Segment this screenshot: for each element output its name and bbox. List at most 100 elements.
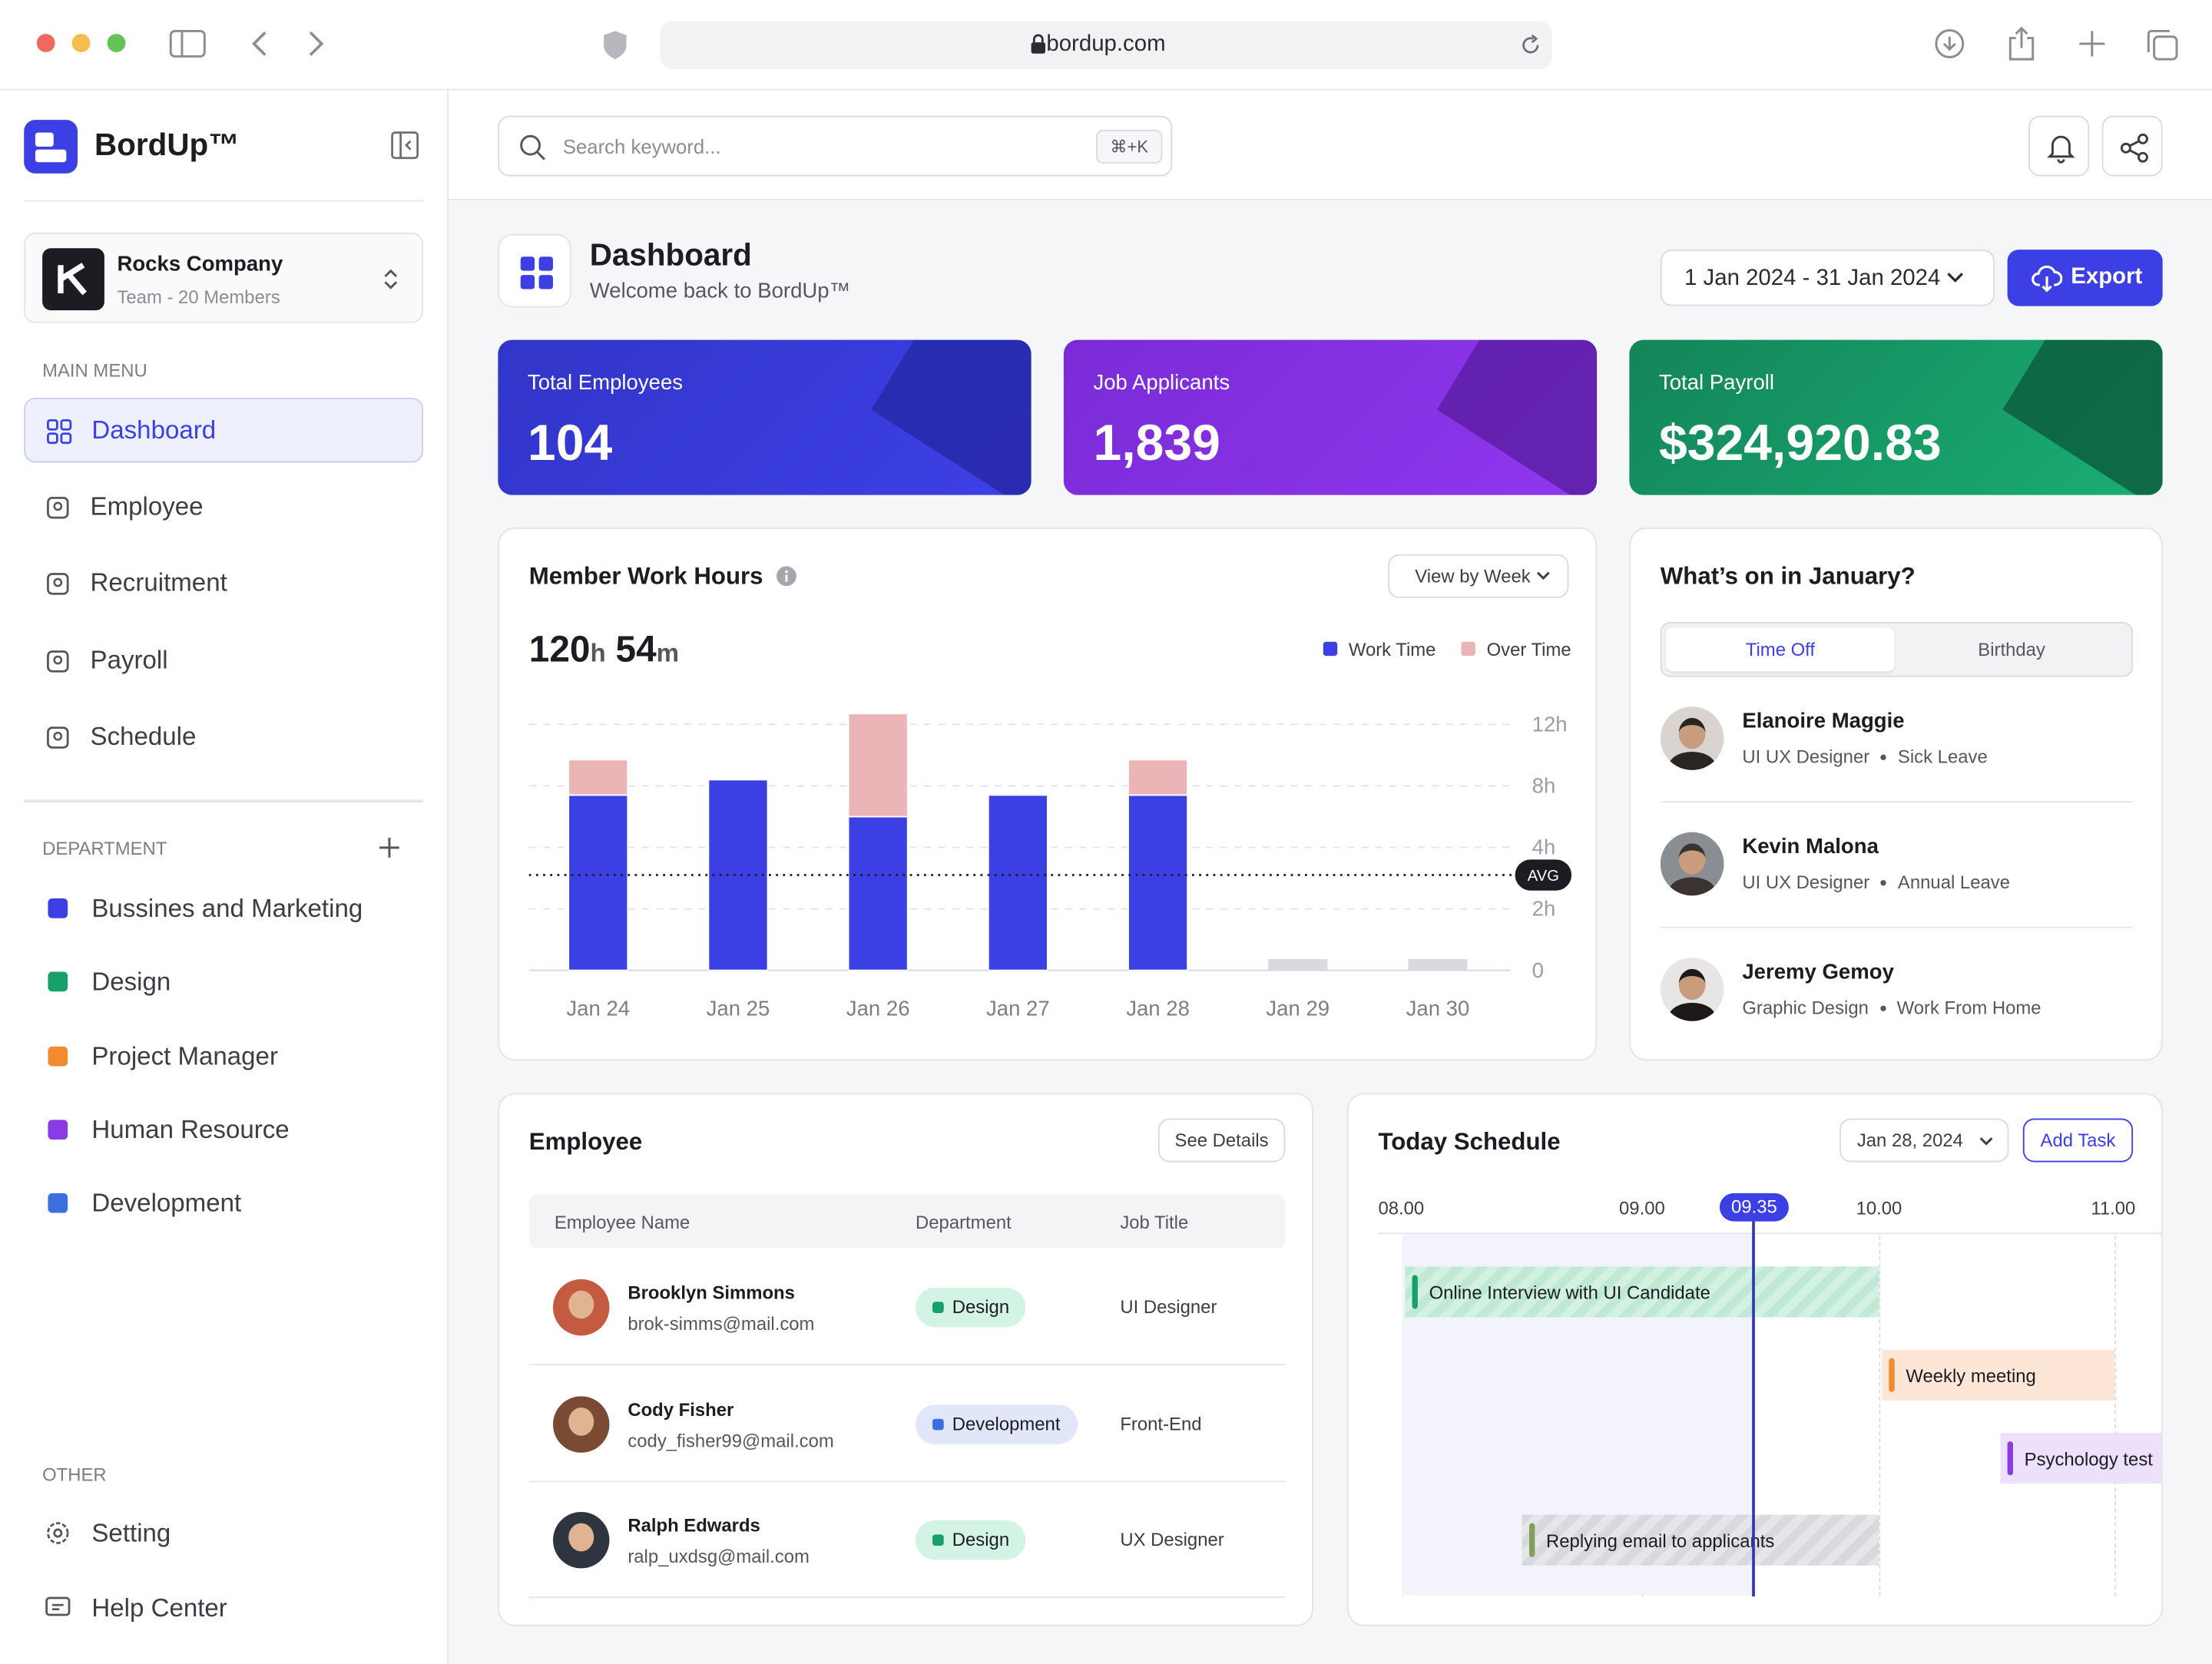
share-button[interactable] [2101,115,2163,177]
employee-name: Brooklyn Simmons [628,1282,795,1304]
tag-dot [932,1302,944,1313]
separator-dot [1879,1004,1886,1011]
column-header: Job Title [1120,1211,1189,1233]
shortcut-badge: ⌘+K [1096,129,1163,164]
menu-item[interactable]: Dashboard [24,397,424,463]
add-department-button[interactable] [378,836,400,858]
view-selector[interactable]: View by Week [1388,554,1569,598]
bar [568,759,629,796]
schedule-event[interactable]: Weekly meeting [1882,1349,2115,1401]
department-item[interactable]: Human Resource [24,1101,423,1157]
date-range-picker[interactable]: 1 Jan 2024 - 31 Jan 2024 [1660,250,1995,306]
bell-icon [2047,135,2075,164]
department-item[interactable]: Development [24,1175,423,1231]
stat-label: Job Applicants [1093,371,1230,395]
export-button[interactable]: Export [2007,250,2163,306]
person-name: Elanoire Maggie [1742,709,1905,734]
add-task-button[interactable]: Add Task [2022,1118,2134,1163]
share-icon [2120,133,2148,163]
time-label: 10.00 [1856,1197,1902,1219]
icon-square [520,275,535,289]
table-row: Ralph Edwards ralp_uxdsg@mail.com Design UX… [528,1483,1286,1599]
avatar-head [568,1407,594,1436]
menu-item[interactable]: Help Center [24,1580,423,1636]
window-control[interactable] [71,34,91,52]
browser-bar: bordup.com [0,0,2212,91]
stat-value: $324,920.83 [1658,413,1942,471]
department-color [48,1193,68,1213]
x-tick-label: Jan 27 [986,996,1050,1020]
avatar [1660,832,1724,896]
average-label: AVG [1528,868,1559,885]
average-pill [1515,859,1572,891]
search-placeholder: Search keyword... [562,135,721,158]
company-logo-mark [58,263,88,296]
x-tick-label: Jan 25 [707,996,770,1020]
search-box[interactable]: Search keyword... ⌘+K [498,115,1173,177]
schedule-event[interactable]: Online Interview with UI Candidate [1405,1266,1879,1318]
bar [707,779,769,971]
empty-bar [1268,958,1328,971]
tab[interactable]: Birthday [1897,627,2126,671]
tag-dot [932,1418,944,1430]
window-control[interactable] [36,34,55,52]
section-label: OTHER [42,1464,107,1486]
menu-icon [45,1596,71,1616]
divider [1660,801,2134,803]
notification-button[interactable] [2028,115,2090,177]
person-name: Jeremy Gemoy [1742,960,1894,985]
stat-card: Job Applicants 1,839 [1063,339,1598,495]
department-color [48,898,68,918]
menu-icon [47,418,72,445]
menu-item[interactable]: Schedule [24,705,423,769]
person-role: Graphic Design [1742,997,1869,1019]
tab[interactable]: Time Off [1666,627,1895,672]
bar [1128,759,1189,796]
export-icon [2032,265,2063,293]
company-switcher[interactable]: Rocks Company Team - 20 Members [24,233,424,323]
logo-shape [35,132,54,147]
window-control[interactable] [107,34,126,52]
department-item[interactable]: Design [24,954,423,1010]
tabs: Time Off Birthday [1660,621,2134,677]
event-accent [1528,1523,1535,1557]
timeline-top [1378,1232,2161,1235]
total-part: m [656,639,680,667]
menu-icon [47,726,69,749]
back-button [252,31,267,56]
time-label: 09.00 [1619,1197,1665,1219]
avatar-head [568,1523,594,1553]
schedule-event[interactable]: Replying email to applicants [1522,1514,1879,1566]
leave-type: Work From Home [1896,997,2041,1019]
url-bar[interactable]: bordup.com [660,21,1552,69]
menu-label: Schedule [90,722,197,751]
bar [847,815,909,971]
stat-label: Total Employees [527,371,684,395]
menu-item[interactable]: Recruitment [24,551,423,616]
new-tab-icon [2079,31,2105,57]
divider [24,799,424,803]
x-tick-label: Jan 26 [846,996,910,1020]
menu-item[interactable]: Employee [24,475,423,540]
date-label: Jan 28, 2024 [1856,1130,1963,1151]
menu-item[interactable]: Payroll [24,629,423,693]
date-picker[interactable]: Jan 28, 2024 [1839,1118,2009,1163]
see-details-button[interactable]: See Details [1157,1118,1286,1163]
header-icon [498,233,571,308]
y-tick-label: 12h [1532,713,1568,736]
department-item[interactable]: Project Manager [24,1027,423,1083]
schedule-event[interactable]: Psychology test [2000,1433,2161,1484]
department-name: Human Resource [91,1115,290,1144]
menu-label: Dashboard [91,415,217,445]
forward-button [309,31,324,56]
card-title: Today Schedule [1378,1128,1561,1156]
tab-label: Birthday [1978,639,2045,660]
department-item[interactable]: Bussines and Marketing [24,880,423,936]
person-details: Graphic Design Work From Home [1742,997,2041,1019]
tag-label: Design [952,1529,1010,1551]
menu-item[interactable]: Setting [24,1505,423,1561]
person-role: UI UX Designer [1742,872,1870,893]
company-subtitle: Team - 20 Members [117,286,280,308]
department-tag: Design [916,1520,1027,1561]
